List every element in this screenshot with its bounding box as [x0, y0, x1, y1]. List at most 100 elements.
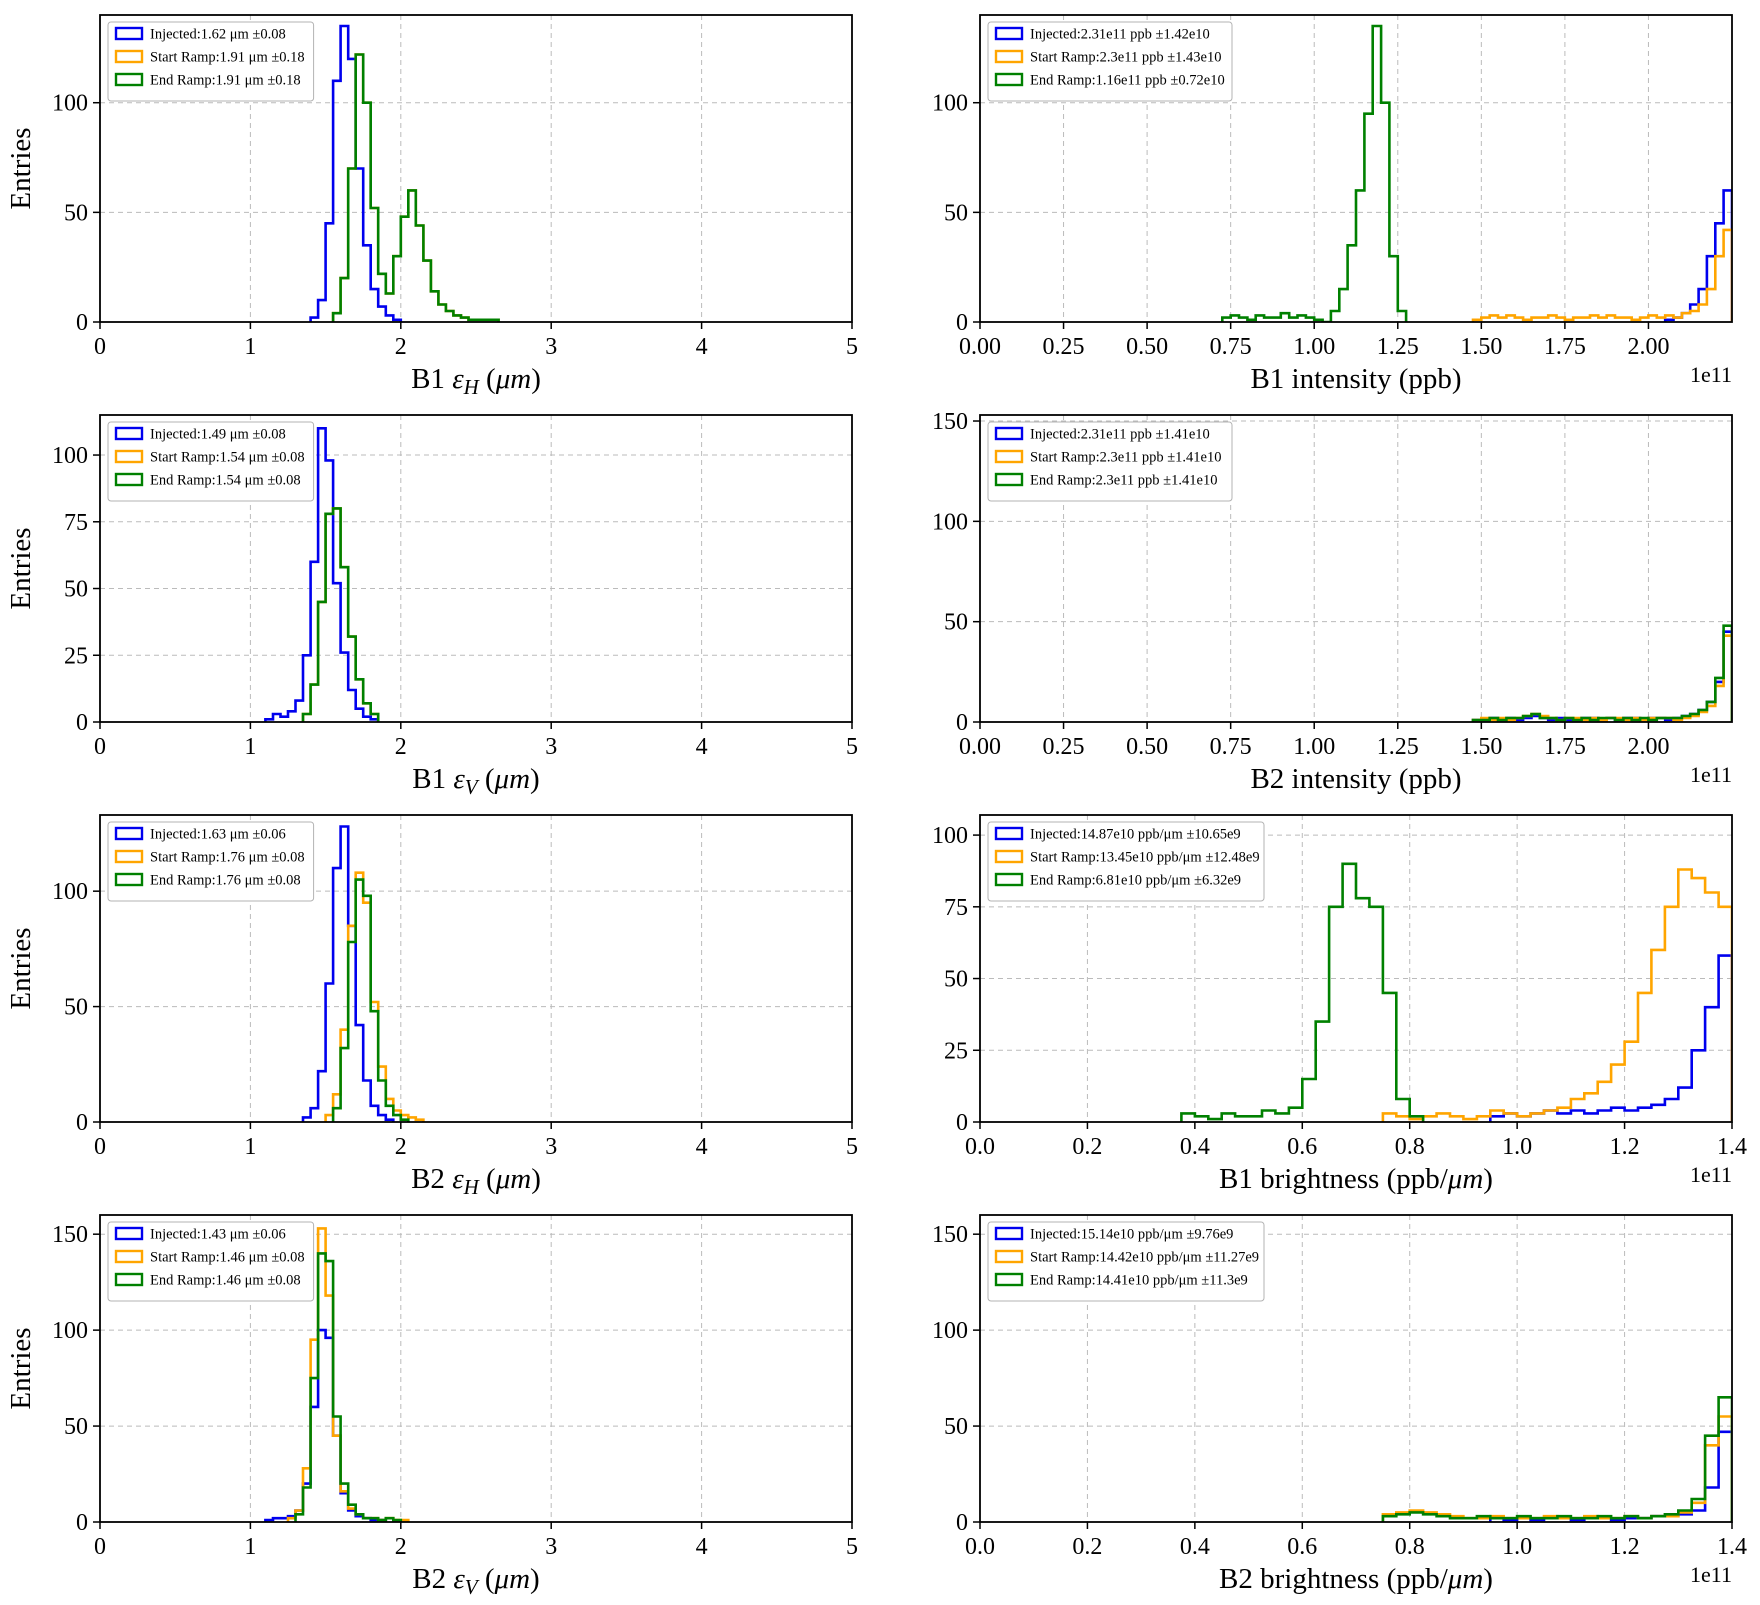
y-tick-label: 100 [932, 509, 968, 535]
y-tick-label: 75 [64, 510, 88, 536]
legend-key-end-ramp [994, 472, 1024, 487]
legend-label: Injected:1.63 μm ±0.06 [150, 827, 286, 843]
series-injected [264, 427, 380, 722]
x-axis-label: B1 intensity (ppb) [1250, 363, 1461, 395]
y-tick-label: 50 [944, 610, 968, 636]
axes-frame [99, 414, 853, 723]
x-tick-label: 0.2 [1072, 1534, 1102, 1560]
legend-key-start-ramp [114, 849, 144, 864]
legend-label: Injected:1.62 μm ±0.08 [150, 27, 286, 43]
legend-key-injected [114, 826, 144, 841]
legend-label: End Ramp:14.41e10 ppb/μm ±11.3e9 [1030, 1273, 1248, 1289]
legend-key-end-ramp [114, 1272, 144, 1287]
legend-key-injected [994, 426, 1024, 441]
y-tick-label: 0 [76, 1110, 88, 1136]
legend-key-start-ramp [994, 449, 1024, 464]
legend-key-end-ramp [114, 472, 144, 487]
y-tick-label: 100 [932, 823, 968, 849]
y-tick-label: 0 [956, 1510, 968, 1536]
legend-label: Start Ramp:2.3e11 ppb ±1.41e10 [1030, 450, 1221, 466]
legend: Injected:1.63 μm ±0.06 Start Ramp:1.76 μm… [107, 821, 315, 902]
x-axis-label: B2 εV (μm) [412, 1563, 539, 1599]
x-tick-label: 0.6 [1287, 1134, 1317, 1160]
x-tick-label: 1.75 [1544, 334, 1586, 360]
x-tick-label: 0.00 [959, 734, 1001, 760]
x-tick-label: 1.0 [1502, 1534, 1532, 1560]
x-tick-label: 0.8 [1395, 1534, 1425, 1560]
x-tick-label: 1 [244, 1134, 256, 1160]
chart-b1-eh: 0 1 2 3 4 5 0 50 100 B1 εH (μm) Entries Injected:1.… [0, 0, 880, 400]
legend-key-injected [994, 26, 1024, 41]
x-tick-label: 3 [545, 1134, 557, 1160]
y-tick-label: 75 [944, 895, 968, 921]
legend-frame [107, 821, 315, 902]
legend-label: Start Ramp:1.46 μm ±0.08 [150, 1250, 305, 1266]
x-tick-label: 5 [846, 1134, 858, 1160]
y-tick-label: 50 [64, 577, 88, 603]
x-tick-label: 2 [395, 1534, 407, 1560]
y-tick-label: 25 [64, 643, 88, 669]
legend-label: Injected:2.31e11 ppb ±1.41e10 [1030, 427, 1210, 443]
legend: Injected:15.14e10 ppb/μm ±9.76e9 Start Ra… [987, 1221, 1265, 1302]
x-tick-label: 0 [94, 1134, 106, 1160]
y-tick-label: 150 [932, 1222, 968, 1248]
legend-key-end-ramp [994, 1272, 1024, 1287]
x-tick-label: 5 [846, 334, 858, 360]
y-tick-label: 0 [956, 710, 968, 736]
legend-key-end-ramp [114, 72, 144, 87]
y-axis-label: Entries [5, 1327, 37, 1409]
series-end-ramp [1471, 624, 1732, 722]
y-tick-label: 0 [956, 310, 968, 336]
y-tick-label: 50 [944, 967, 968, 993]
legend-label: End Ramp:1.46 μm ±0.08 [150, 1273, 301, 1289]
x-axis-label: B1 εH (μm) [411, 363, 541, 399]
chart-b2-intensity: 0.00 0.25 0.50 0.75 1.00 1.25 1.50 1.75 2.00 0 50 1… [880, 400, 1760, 800]
x-tick-label: 4 [696, 1534, 708, 1560]
legend-key-injected [114, 1226, 144, 1241]
series-injected [301, 825, 395, 1122]
x-tick-label: 1.0 [1502, 1134, 1532, 1160]
x-tick-label: 2 [395, 734, 407, 760]
y-tick-label: 100 [932, 91, 968, 117]
x-tick-label: 0.75 [1210, 334, 1252, 360]
legend-key-injected [994, 1226, 1024, 1241]
x-tick-label: 0.2 [1072, 1134, 1102, 1160]
x-tick-label: 4 [696, 734, 708, 760]
x-tick-label: 1.50 [1460, 734, 1502, 760]
x-tick-label: 1.50 [1460, 334, 1502, 360]
y-axis-label: Entries [5, 527, 37, 609]
legend-key-end-ramp [994, 872, 1024, 887]
x-tick-label: 1.4 [1717, 1134, 1747, 1160]
x-tick-label: 0.4 [1180, 1134, 1210, 1160]
x-tick-label: 3 [545, 334, 557, 360]
legend-frame [987, 1221, 1265, 1302]
legend-key-injected [114, 26, 144, 41]
legend-key-start-ramp [114, 49, 144, 64]
y-tick-label: 50 [944, 1414, 968, 1440]
x-tick-label: 5 [846, 734, 858, 760]
y-tick-label: 100 [52, 443, 88, 469]
y-tick-label: 50 [64, 200, 88, 226]
axes-frame [979, 1214, 1733, 1523]
series-end-ramp [294, 1252, 403, 1522]
legend: Injected:14.87e10 ppb/μm ±10.65e9 Start R… [987, 821, 1265, 902]
y-tick-label: 100 [52, 879, 88, 905]
y-tick-label: 100 [52, 91, 88, 117]
x-tick-label: 4 [696, 334, 708, 360]
x-axis-label: B2 intensity (ppb) [1250, 763, 1461, 795]
x-tick-label: 0.00 [959, 334, 1001, 360]
y-axis-label: Entries [5, 127, 37, 209]
legend-label: Injected:1.43 μm ±0.06 [150, 1227, 286, 1243]
series-end-ramp [1381, 1396, 1732, 1522]
x-tick-label: 1.2 [1610, 1134, 1640, 1160]
legend-label: End Ramp:6.81e10 ppb/μm ±6.32e9 [1030, 873, 1241, 889]
x-tick-label: 1 [244, 1534, 256, 1560]
chart-b2-ev: 0 1 2 3 4 5 0 50 100 150 B2 εV (μm) Entries Injected… [0, 1200, 880, 1600]
legend: Injected:2.31e11 ppb ±1.42e10 Start Ramp:… [987, 21, 1233, 102]
legend-label: Start Ramp:13.45e10 ppb/μm ±12.48e9 [1030, 850, 1260, 866]
legend-frame [987, 21, 1233, 102]
histogram-plot-b1-intensity: 0.00 0.25 0.50 0.75 1.00 1.25 1.50 1.75 2.00 0 50 1… [932, 14, 1733, 395]
legend-frame [107, 1221, 315, 1302]
